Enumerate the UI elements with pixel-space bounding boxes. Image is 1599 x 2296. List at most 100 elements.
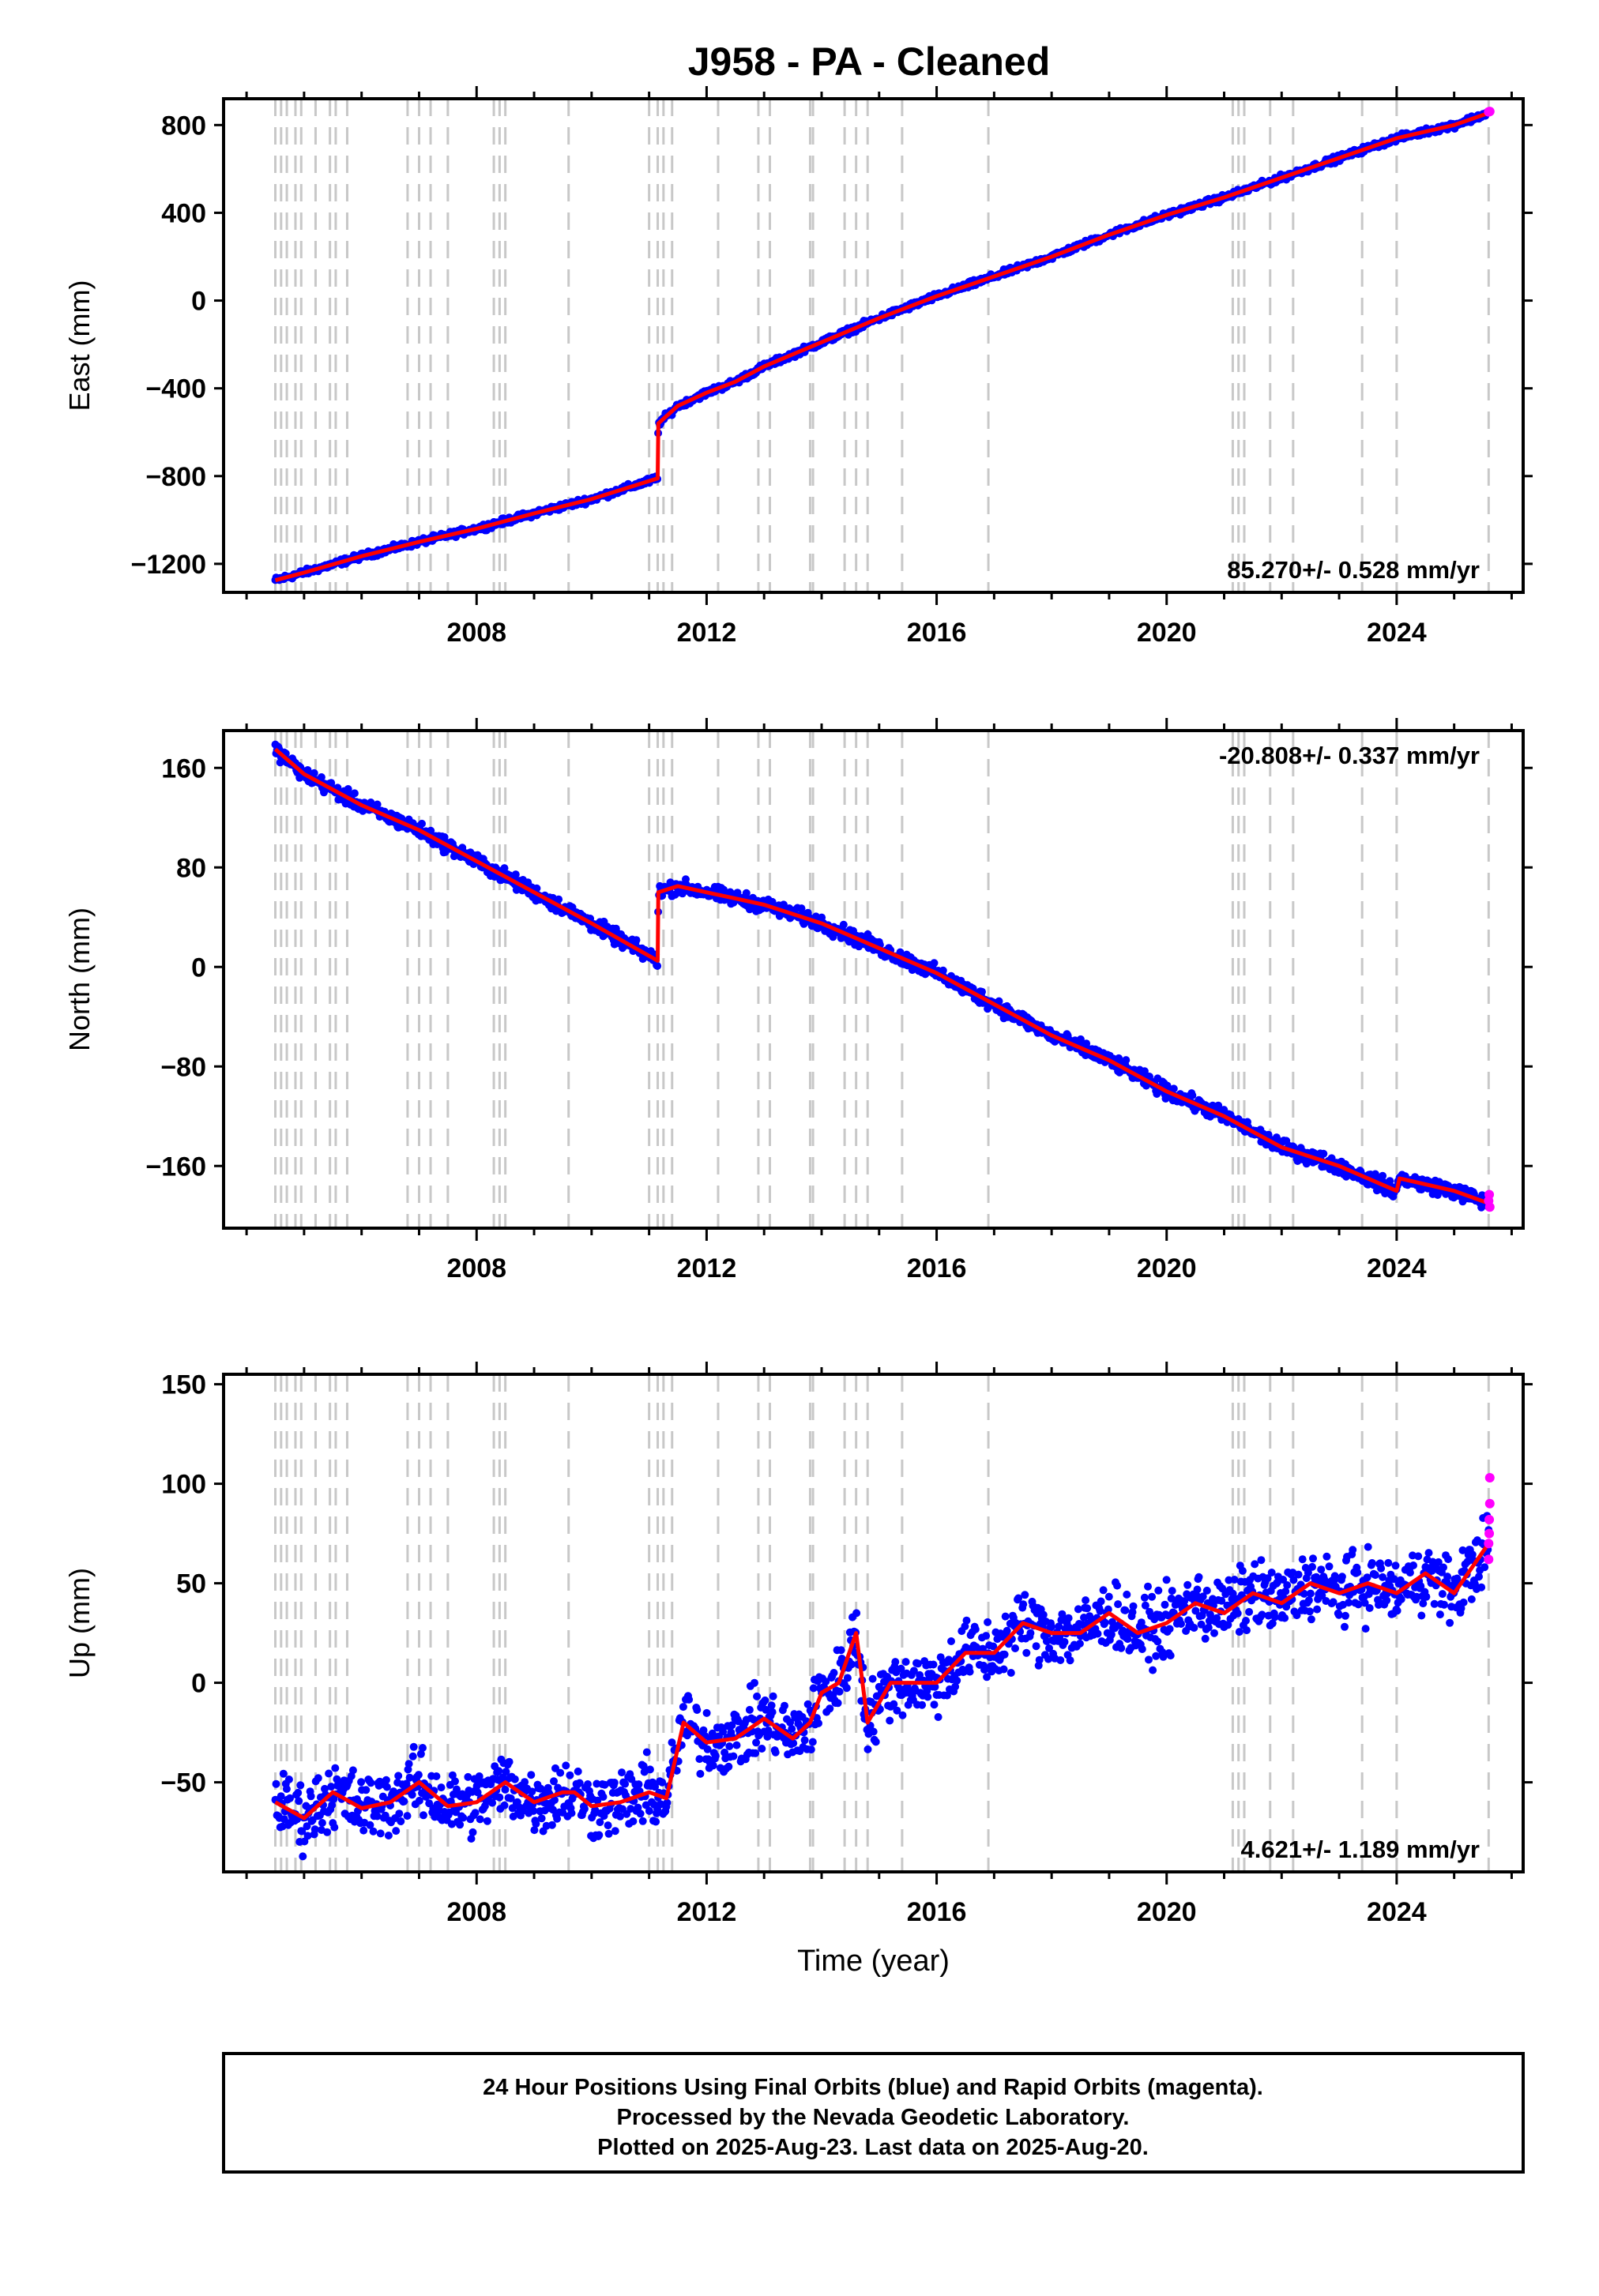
- final-position-point: [1413, 1592, 1421, 1601]
- final-position-point: [916, 1670, 924, 1679]
- final-position-point: [1435, 1610, 1444, 1619]
- rapid-position-point: [1484, 1498, 1495, 1509]
- final-position-point: [1330, 1572, 1339, 1580]
- final-position-point: [616, 1812, 624, 1821]
- final-position-point: [1391, 1561, 1400, 1570]
- final-position-point: [1242, 1617, 1250, 1625]
- final-position-point: [488, 1798, 497, 1807]
- final-position-point: [528, 1787, 536, 1796]
- plot-area: [271, 1374, 1495, 1872]
- final-position-point: [596, 1818, 604, 1827]
- final-position-point: [843, 1674, 852, 1682]
- final-position-point: [750, 1715, 758, 1724]
- final-position-point: [767, 1701, 776, 1710]
- final-position-point: [803, 1700, 812, 1708]
- final-position-point: [1152, 1652, 1161, 1660]
- model-curve: [273, 747, 1490, 1205]
- final-position-point: [599, 1793, 608, 1801]
- final-position-point: [1099, 1586, 1108, 1595]
- final-position-point: [1417, 1582, 1425, 1591]
- final-position-point: [1424, 1549, 1433, 1558]
- footer-line-2: Processed by the Nevada Geodetic Laborat…: [617, 2105, 1130, 2130]
- final-position-point: [1093, 1629, 1102, 1638]
- final-position-point: [1243, 1626, 1251, 1635]
- final-position-point: [1305, 1607, 1314, 1616]
- x-tick-label: 2012: [677, 1897, 737, 1927]
- final-position-point: [632, 936, 641, 945]
- final-position-point: [566, 1771, 574, 1779]
- final-position-point: [1193, 1585, 1202, 1594]
- final-position-point: [1446, 1618, 1454, 1627]
- x-tick-label: 2016: [907, 618, 967, 648]
- final-position-point: [1144, 1582, 1152, 1591]
- final-position-point: [295, 1797, 303, 1806]
- final-position-point: [414, 1771, 423, 1779]
- x-tick-label: 2020: [1137, 1897, 1197, 1927]
- final-position-point: [725, 1742, 734, 1750]
- final-position-point: [629, 1817, 638, 1825]
- final-position-point: [1319, 1149, 1328, 1158]
- final-position-point: [951, 1682, 960, 1691]
- final-position-point: [467, 1835, 476, 1843]
- final-position-point: [1235, 1628, 1243, 1637]
- final-position-point: [1056, 1656, 1065, 1664]
- final-position-point: [1082, 1596, 1090, 1605]
- final-position-point: [325, 1769, 333, 1778]
- final-position-point: [1140, 1593, 1149, 1602]
- footer-box: 24 Hour Positions Using Final Orbits (bl…: [222, 2052, 1525, 2174]
- rapid-position-point: [1484, 1554, 1494, 1565]
- final-position-point: [1163, 1081, 1172, 1090]
- final-position-point: [553, 1814, 562, 1823]
- final-position-point: [1100, 1618, 1109, 1627]
- final-position-point: [1166, 1652, 1175, 1660]
- final-position-point: [1217, 1596, 1226, 1605]
- final-position-point: [685, 1695, 694, 1704]
- final-position-point: [500, 1801, 509, 1809]
- final-position-point: [679, 1703, 687, 1712]
- x-tick-label: 2024: [1367, 618, 1427, 648]
- final-position-point: [1197, 1620, 1206, 1629]
- final-position-point: [868, 1674, 877, 1683]
- final-position-point: [464, 1772, 472, 1781]
- final-position-point: [408, 1752, 417, 1761]
- final-position-point: [901, 1658, 910, 1667]
- y-tick-label: 0: [191, 287, 206, 317]
- final-position-point: [939, 966, 947, 975]
- final-position-point: [709, 1761, 717, 1770]
- footer-frame: [222, 2052, 1525, 2174]
- final-position-point: [639, 1762, 648, 1770]
- final-position-point: [809, 1684, 818, 1693]
- final-position-point: [286, 1794, 294, 1802]
- final-position-point: [610, 1779, 619, 1787]
- final-position-point: [1480, 1563, 1489, 1572]
- final-position-point: [924, 1693, 932, 1701]
- final-position-point: [1060, 1637, 1069, 1646]
- final-position-point: [645, 1806, 653, 1815]
- rapid-position-point: [1484, 1514, 1495, 1524]
- final-position-point: [1117, 1644, 1126, 1652]
- final-position-point: [1190, 1624, 1198, 1632]
- final-position-point: [869, 1727, 878, 1736]
- final-positions: [271, 1512, 1493, 1861]
- final-position-point: [1153, 1637, 1162, 1646]
- final-position-point: [645, 1765, 654, 1774]
- final-position-point: [318, 1819, 326, 1827]
- final-position-point: [1267, 1569, 1276, 1576]
- final-position-point: [1148, 1592, 1157, 1601]
- final-position-point: [1141, 1601, 1149, 1610]
- final-position-point: [1457, 1604, 1465, 1613]
- final-position-point: [1169, 1084, 1178, 1093]
- plot-area: [271, 99, 1495, 592]
- final-position-point: [965, 1667, 974, 1676]
- final-position-point: [733, 889, 742, 897]
- final-position-point: [580, 1805, 589, 1813]
- final-position-point: [842, 1684, 851, 1693]
- final-position-point: [835, 1687, 844, 1696]
- final-position-point: [830, 1669, 838, 1677]
- final-position-point: [897, 1664, 905, 1673]
- final-positions: [271, 107, 1493, 584]
- rapid-position-point: [1484, 1528, 1495, 1539]
- final-position-point: [567, 1809, 576, 1817]
- final-position-point: [719, 1727, 728, 1736]
